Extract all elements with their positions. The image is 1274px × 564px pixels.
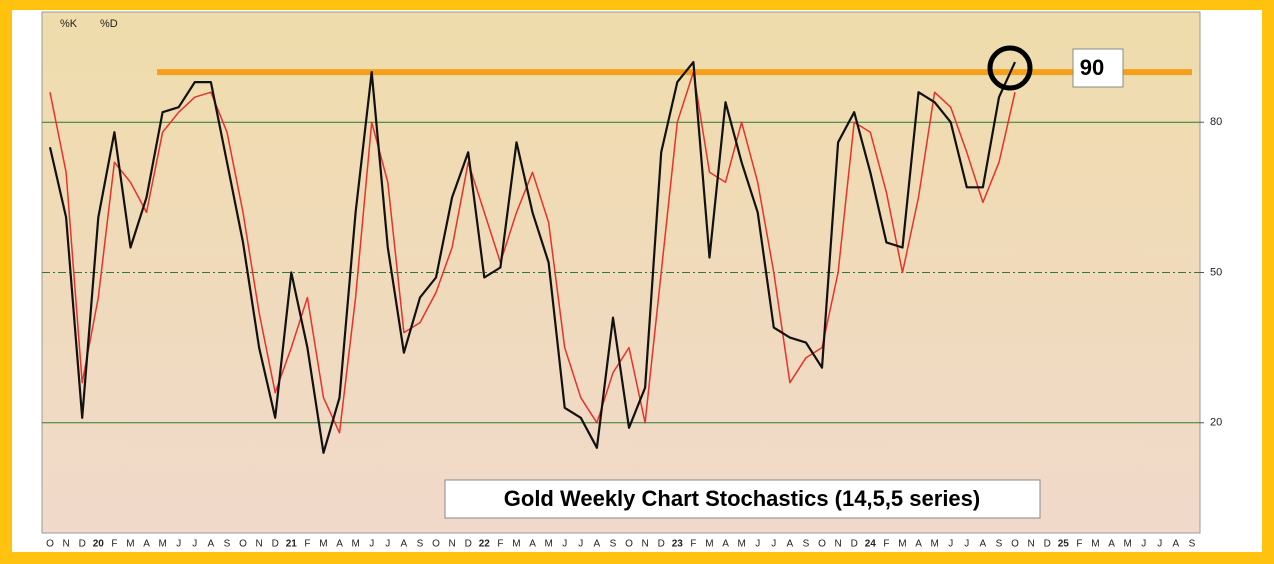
x-tick-label: 24 [865,539,877,550]
x-tick-label: D [851,539,858,550]
x-tick-label: M [126,539,134,550]
x-tick-label: A [594,539,601,550]
x-tick-label: O [432,539,440,550]
reference-label-box [1072,48,1124,88]
x-tick-label: N [1028,539,1035,550]
x-tick-label: A [787,539,794,550]
x-tick-label: S [1189,539,1196,550]
x-tick-label: A [1108,539,1115,550]
x-tick-label: M [737,539,745,550]
x-tick-label: N [835,539,842,550]
x-tick-label: A [336,539,343,550]
x-tick-label: O [239,539,247,550]
x-tick-label: J [176,539,181,550]
x-tick-label: N [63,539,70,550]
x-tick-label: J [562,539,567,550]
x-tick-label: M [1123,539,1131,550]
x-tick-label: N [449,539,456,550]
x-tick-label: J [755,539,760,550]
y-tick-label: 50 [1210,266,1222,278]
x-tick-label: N [642,539,649,550]
x-tick-label: 20 [93,539,105,550]
x-tick-label: M [898,539,906,550]
x-tick-label: O [625,539,633,550]
x-tick-label: F [304,539,310,550]
x-tick-label: M [930,539,938,550]
x-tick-label: F [497,539,503,550]
title-box [444,479,1041,519]
x-tick-label: S [996,539,1003,550]
x-tick-label: S [610,539,617,550]
x-tick-label: A [208,539,215,550]
x-tick-label: A [529,539,536,550]
x-tick-label: O [1011,539,1019,550]
x-tick-label: J [369,539,374,550]
series-line [48,61,1017,454]
x-tick-label: D [272,539,279,550]
legend-label: %D [100,18,118,30]
legend-label: %K [60,18,78,30]
x-tick-label: F [1076,539,1082,550]
x-tick-label: 23 [672,539,684,550]
x-tick-label: M [319,539,327,550]
x-tick-label: D [658,539,665,550]
x-tick-label: A [915,539,922,550]
x-tick-label: D [79,539,86,550]
x-tick-label: A [1173,539,1180,550]
x-tick-label: O [818,539,826,550]
series-line [49,71,1016,434]
y-tick-label: 80 [1210,116,1222,128]
x-tick-label: M [1091,539,1099,550]
x-tick-label: A [980,539,987,550]
reference-label: 90 [1080,55,1104,80]
x-tick-label: J [385,539,390,550]
x-tick-label: 22 [479,539,491,550]
chart-title: Gold Weekly Chart Stochastics (14,5,5 se… [504,486,980,511]
x-tick-label: M [544,539,552,550]
x-tick-label: M [705,539,713,550]
x-tick-label: N [256,539,263,550]
x-tick-label: A [722,539,729,550]
x-tick-label: O [46,539,54,550]
x-tick-label: A [401,539,408,550]
x-tick-label: D [1044,539,1051,550]
x-tick-label: S [417,539,424,550]
x-tick-label: J [964,539,969,550]
x-tick-label: J [192,539,197,550]
x-tick-label: M [512,539,520,550]
x-tick-label: J [1141,539,1146,550]
x-tick-label: M [351,539,359,550]
x-tick-label: J [771,539,776,550]
x-tick-label: A [143,539,150,550]
x-tick-label: 21 [286,539,298,550]
x-tick-label: M [158,539,166,550]
x-tick-label: J [948,539,953,550]
x-tick-label: D [465,539,472,550]
x-tick-label: F [690,539,696,550]
x-tick-label: S [224,539,231,550]
x-tick-label: F [111,539,117,550]
x-tick-label: F [883,539,889,550]
x-tick-label: S [803,539,810,550]
x-tick-label: J [1157,539,1162,550]
x-tick-label: J [578,539,583,550]
x-tick-label: 25 [1058,539,1070,550]
y-tick-label: 20 [1210,417,1222,429]
highlight-circle [987,45,1033,91]
